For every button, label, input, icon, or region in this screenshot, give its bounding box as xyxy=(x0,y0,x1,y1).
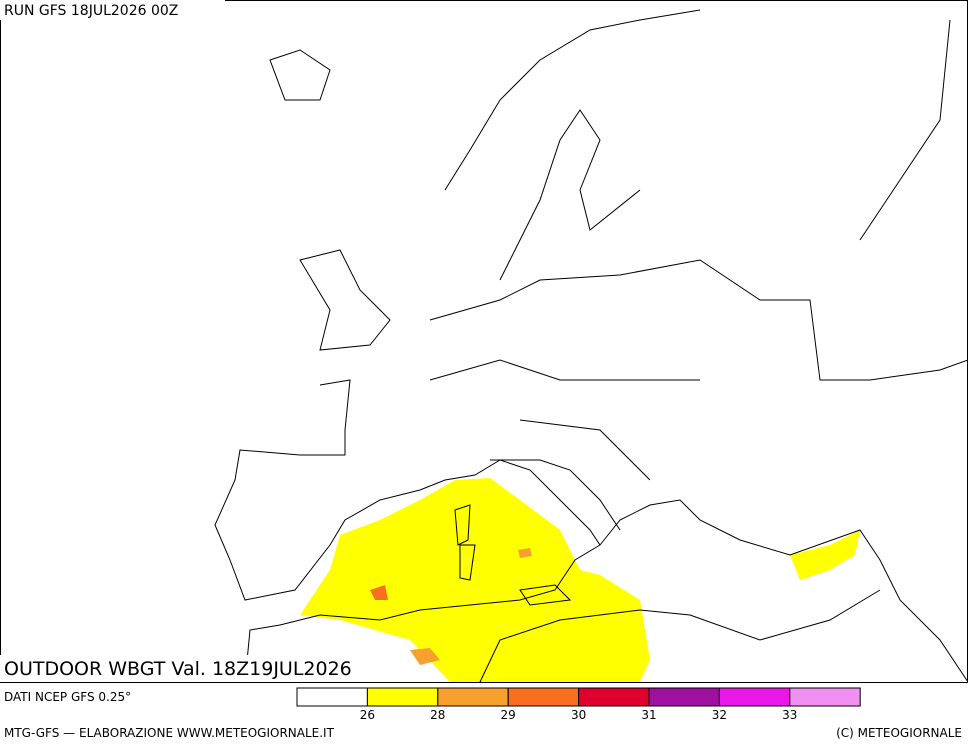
title-box xyxy=(0,655,410,682)
legend-swatch xyxy=(718,687,791,707)
legend-tick-label: 29 xyxy=(501,708,516,722)
wbgt-hot xyxy=(370,585,388,600)
map: OUTDOOR WBGT Val. 18Z19JUL2026 RUN GFS 1… xyxy=(0,0,968,683)
legend-tick-label: 33 xyxy=(782,708,797,722)
wbgt-area xyxy=(300,478,650,682)
border xyxy=(429,19,968,481)
legend-tick-label: 26 xyxy=(360,708,375,722)
island xyxy=(454,504,572,606)
coastline xyxy=(599,499,968,683)
credits: MTG-GFS — ELABORAZIONE WWW.METEOGIORNALE… xyxy=(4,726,335,740)
legend-swatch xyxy=(507,687,580,707)
wbgt-hot xyxy=(518,548,532,558)
wbgt-hot xyxy=(410,648,440,665)
legend-swatch xyxy=(296,687,368,707)
copyright: (C) METEOGIORNALE xyxy=(836,726,962,740)
wbgt-area xyxy=(790,530,860,580)
legend-tick-label: 28 xyxy=(430,708,445,722)
coastline xyxy=(479,459,881,683)
legend-swatch xyxy=(578,687,650,707)
legend-swatch xyxy=(437,687,509,707)
legend-tick-label: 31 xyxy=(641,708,656,722)
legend: 26 28 29 30 31 32 33 xyxy=(296,687,861,722)
coastline xyxy=(269,9,701,351)
legend-tick-label: 30 xyxy=(571,708,586,722)
run-label: RUN GFS 18JUL2026 00Z xyxy=(4,3,178,19)
legend-swatch xyxy=(648,687,720,707)
legend-swatch xyxy=(366,687,439,707)
coastline xyxy=(214,379,601,683)
legend-swatch xyxy=(789,687,861,707)
legend-tick-label: 32 xyxy=(712,708,727,722)
data-source: DATI NCEP GFS 0.25° xyxy=(4,690,131,704)
header-box xyxy=(0,0,225,20)
map-title: OUTDOOR WBGT Val. 18Z19JUL2026 xyxy=(4,658,352,680)
